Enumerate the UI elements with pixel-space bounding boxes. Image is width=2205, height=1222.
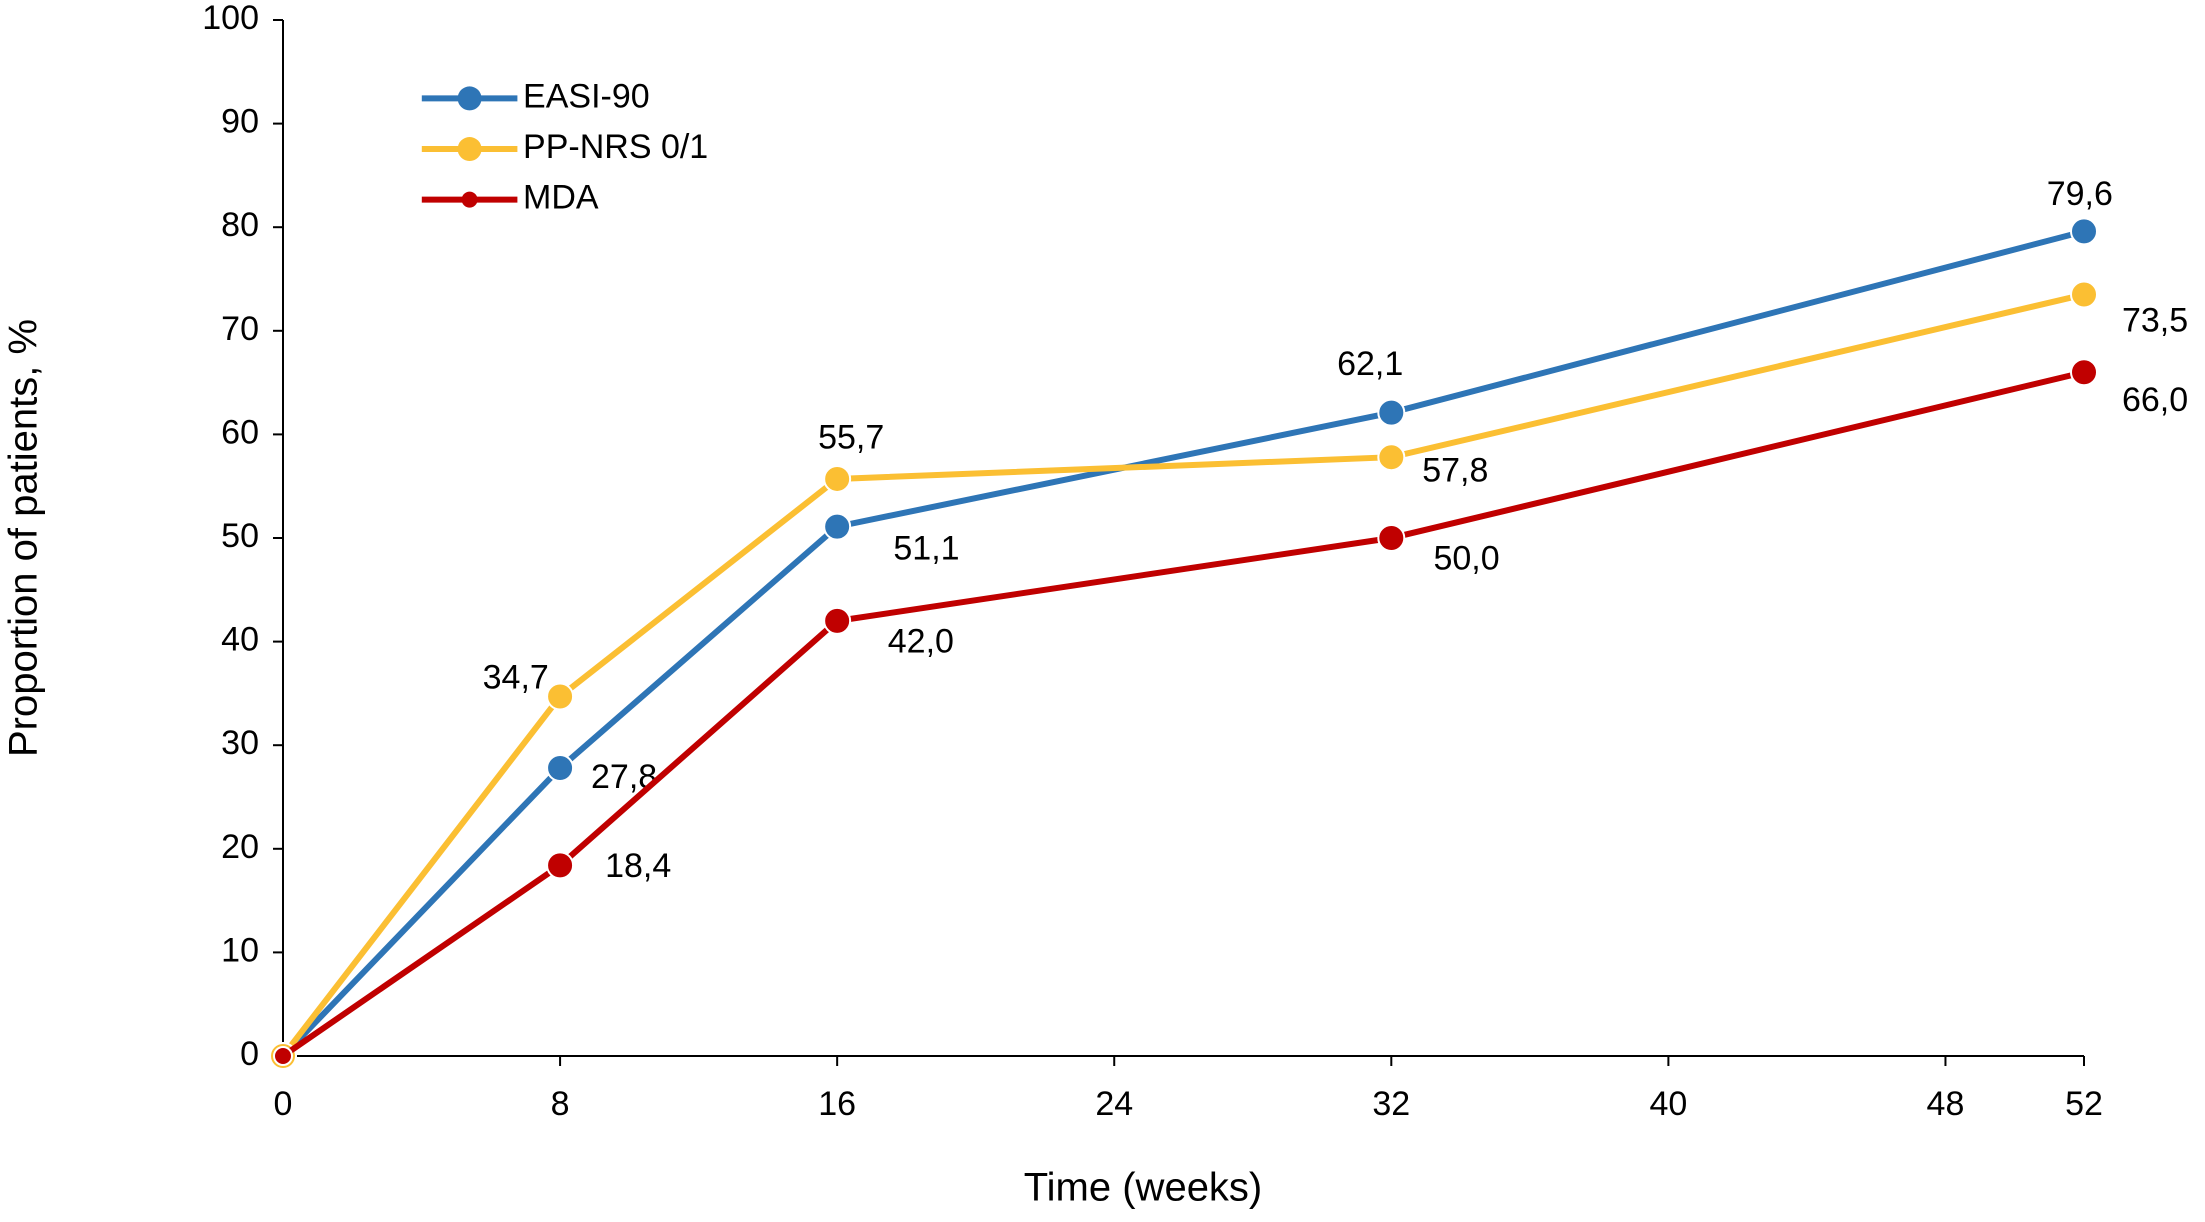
legend-label: PP-NRS 0/1 (523, 128, 708, 166)
data-label: 55,7 (818, 419, 884, 457)
data-point (546, 851, 575, 880)
x-tick-label: 48 (1927, 1085, 1965, 1123)
data-point (273, 1046, 293, 1066)
y-tick-label: 10 (221, 931, 259, 969)
data-point (823, 512, 852, 541)
x-axis-label: Time (weeks) (1024, 1166, 1263, 1210)
data-point (546, 682, 575, 711)
data-point (1377, 443, 1406, 472)
series-line (280, 291, 2085, 1058)
x-tick-label: 32 (1372, 1085, 1410, 1123)
legend-marker (461, 191, 478, 208)
y-tick-label: 80 (221, 206, 259, 244)
data-label: 50,0 (1433, 539, 1499, 577)
y-tick-label: 0 (240, 1035, 259, 1073)
data-point (1377, 398, 1406, 427)
data-point (823, 464, 852, 493)
data-label: 18,4 (605, 847, 671, 885)
data-point (2070, 217, 2098, 246)
y-tick-label: 100 (202, 0, 259, 37)
series-line (281, 369, 2085, 1059)
data-label: 57,8 (1422, 452, 1488, 490)
data-label: 51,1 (893, 529, 959, 567)
data-label: 62,1 (1337, 345, 1403, 383)
y-tick-label: 60 (221, 413, 259, 451)
x-tick-label: 24 (1095, 1085, 1133, 1123)
y-tick-label: 20 (221, 828, 259, 866)
y-tick-label: 30 (221, 724, 259, 762)
x-tick-label: 8 (551, 1085, 570, 1123)
legend-marker (457, 86, 482, 111)
data-point (823, 606, 852, 635)
y-tick-label: 50 (221, 517, 259, 555)
data-label: 42,0 (888, 622, 954, 660)
legend-label: EASI-90 (523, 77, 650, 115)
x-tick-label: 40 (1649, 1085, 1687, 1123)
data-point (2070, 280, 2098, 309)
y-tick-label: 70 (221, 310, 259, 348)
x-tick-label: 16 (818, 1085, 856, 1123)
data-label: 34,7 (483, 659, 549, 697)
data-label: 79,6 (2047, 175, 2113, 213)
x-tick-label: 0 (274, 1085, 293, 1123)
legend-marker (457, 137, 482, 162)
data-point (1377, 524, 1406, 552)
y-tick-label: 90 (221, 103, 259, 141)
data-label: 66,0 (2122, 381, 2188, 419)
x-tick-label: 52 (2065, 1085, 2103, 1123)
y-axis-label: Proportion of patients, % (2, 319, 46, 757)
data-point (2070, 358, 2098, 387)
data-label: 73,5 (2122, 302, 2188, 340)
legend-label: MDA (523, 179, 599, 217)
y-tick-label: 40 (221, 621, 259, 659)
data-point (546, 753, 575, 782)
